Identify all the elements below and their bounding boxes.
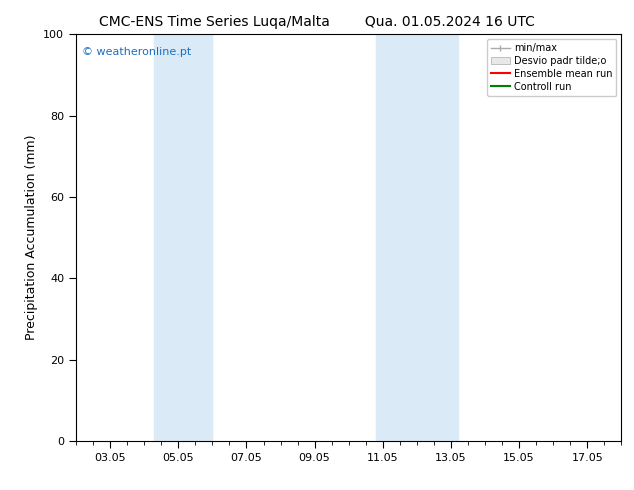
Text: © weatheronline.pt: © weatheronline.pt: [82, 47, 191, 56]
Bar: [155, 34, 212, 441]
Bar: [376, 34, 458, 441]
Text: CMC-ENS Time Series Luqa/Malta        Qua. 01.05.2024 16 UTC: CMC-ENS Time Series Luqa/Malta Qua. 01.0…: [99, 15, 535, 29]
Y-axis label: Precipitation Accumulation (mm): Precipitation Accumulation (mm): [25, 135, 37, 341]
Legend: min/max, Desvio padr tilde;o, Ensemble mean run, Controll run: min/max, Desvio padr tilde;o, Ensemble m…: [487, 39, 616, 96]
